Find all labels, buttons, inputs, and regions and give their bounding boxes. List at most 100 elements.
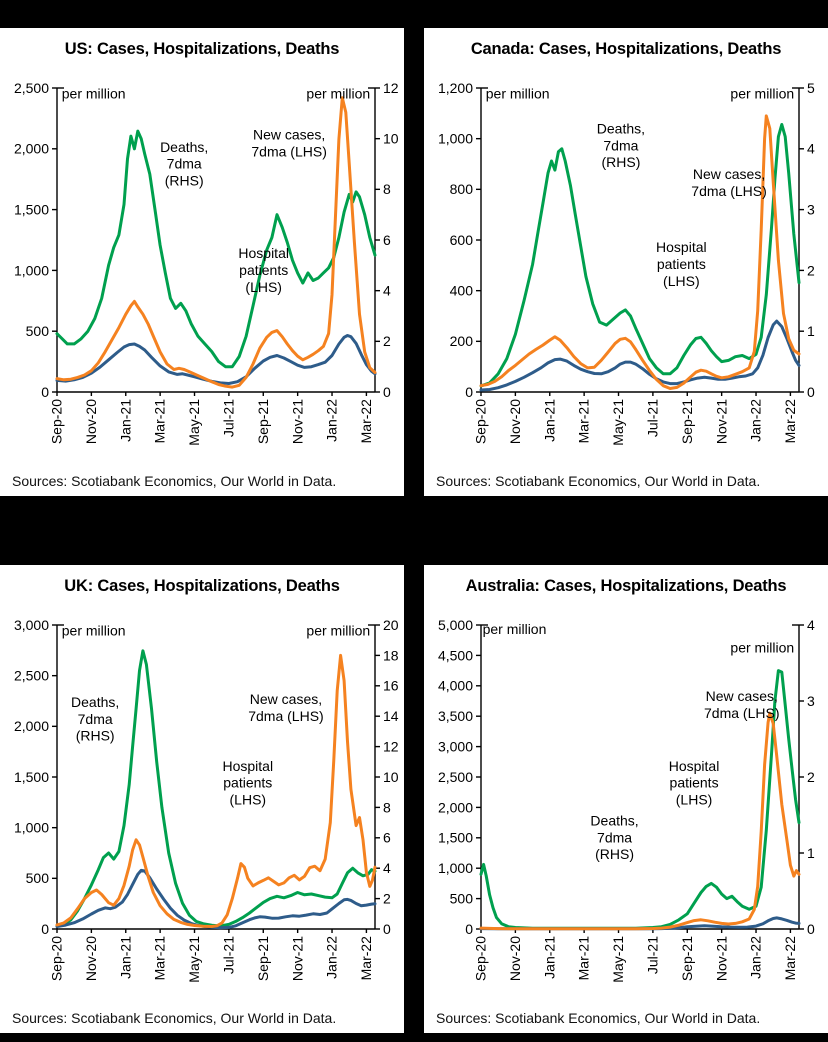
svg-text:0: 0 [383,921,391,937]
svg-text:2: 2 [383,333,391,349]
svg-text:New cases,7dma (LHS): New cases, 7dma (LHS) [704,688,779,721]
svg-text:per million: per million [62,623,126,639]
svg-text:12: 12 [383,80,399,96]
svg-text:0: 0 [807,921,815,937]
svg-text:500: 500 [26,323,50,339]
svg-text:8: 8 [383,181,391,197]
line-chart-us: 0 500 1,000 1,500 2,000 2,500 0 2 4 6 8 10 12 Sep-20 N… [14,80,399,446]
svg-text:Sep-20: Sep-20 [49,399,65,444]
svg-text:600: 600 [450,232,474,248]
svg-text:Mar-22: Mar-22 [358,936,374,981]
svg-text:5,000: 5,000 [438,617,473,633]
svg-text:1: 1 [807,845,815,861]
svg-text:Mar-21: Mar-21 [152,936,168,981]
chart-title-uk: UK: Cases, Hospitalizations, Deaths [64,577,340,595]
svg-text:0: 0 [41,384,49,400]
chart-title-us: US: Cases, Hospitalizations, Deaths [64,40,340,58]
svg-text:400: 400 [450,283,474,299]
svg-text:Sep-21: Sep-21 [679,936,695,981]
sources-note-canada: Sources: Scotiabank Economics, Our World… [436,473,761,489]
svg-text:Nov-21: Nov-21 [713,936,729,981]
svg-text:4: 4 [807,141,815,157]
svg-text:per million: per million [730,639,794,655]
svg-text:0: 0 [465,921,473,937]
svg-text:2,500: 2,500 [438,769,473,785]
svg-text:1,000: 1,000 [14,820,49,836]
svg-text:0: 0 [41,921,49,937]
svg-text:Nov-20: Nov-20 [507,936,523,981]
svg-text:3: 3 [807,202,815,218]
svg-text:1,000: 1,000 [438,131,473,147]
svg-text:16: 16 [383,678,399,694]
svg-text:Jan-21: Jan-21 [117,399,133,442]
svg-text:800: 800 [450,181,474,197]
svg-text:Jan-21: Jan-21 [541,399,557,442]
svg-text:0: 0 [383,384,391,400]
svg-text:4: 4 [383,283,391,299]
svg-text:3,000: 3,000 [14,617,49,633]
svg-text:2,000: 2,000 [14,141,49,157]
svg-text:Mar-22: Mar-22 [358,399,374,444]
svg-text:3,500: 3,500 [438,708,473,724]
svg-text:1,000: 1,000 [14,262,49,278]
svg-text:Deaths,7dma(RHS): Deaths, 7dma (RHS) [160,139,208,189]
svg-text:1,500: 1,500 [14,202,49,218]
chart-panel-us: US: Cases, Hospitalizations, Deaths 0 500… [0,28,404,496]
line-chart-canada: 0 200 400 600 800 1,000 1,200 0 1 2 3 4 5 Sep-20 Nov-2… [438,80,815,446]
svg-text:Jul-21: Jul-21 [645,936,661,974]
svg-text:2,500: 2,500 [14,668,49,684]
svg-text:New cases,7dma (LHS): New cases, 7dma (LHS) [251,127,326,160]
svg-text:4,500: 4,500 [438,647,473,663]
svg-text:18: 18 [383,647,399,663]
chart-panel-uk: UK: Cases, Hospitalizations, Deaths 0 500… [0,565,404,1033]
svg-text:Deaths,7dma(RHS): Deaths, 7dma (RHS) [590,813,638,863]
chart-panel-canada: Canada: Cases, Hospitalizations, Deaths … [424,28,828,496]
svg-text:1,500: 1,500 [14,769,49,785]
svg-text:May-21: May-21 [610,936,626,983]
svg-text:3: 3 [807,693,815,709]
svg-text:0: 0 [807,384,815,400]
svg-text:0: 0 [465,384,473,400]
chart-title-canada: Canada: Cases, Hospitalizations, Deaths [470,40,782,58]
svg-text:New cases,7dma (LHS): New cases, 7dma (LHS) [691,166,766,199]
svg-text:6: 6 [383,232,391,248]
svg-text:Jul-21: Jul-21 [221,936,237,974]
svg-text:1: 1 [807,323,815,339]
svg-text:Nov-21: Nov-21 [289,936,305,981]
line-chart-uk: 0 500 1,000 1,500 2,000 2,500 3,000 0 2 4 6 8 10 12 14… [14,617,399,983]
svg-text:Nov-21: Nov-21 [713,399,729,444]
svg-text:2,000: 2,000 [438,799,473,815]
svg-text:Jan-21: Jan-21 [117,936,133,979]
svg-text:per million: per million [486,86,550,102]
svg-text:Mar-21: Mar-21 [152,399,168,444]
svg-text:Jan-22: Jan-22 [748,936,764,979]
svg-text:Jul-21: Jul-21 [221,399,237,437]
svg-text:Jan-22: Jan-22 [748,399,764,442]
svg-text:500: 500 [450,891,474,907]
svg-text:6: 6 [383,830,391,846]
sources-note-australia: Sources: Scotiabank Economics, Our World… [436,1010,761,1026]
svg-text:Deaths,7dma(RHS): Deaths, 7dma (RHS) [597,121,645,171]
svg-text:Nov-21: Nov-21 [289,399,305,444]
svg-text:May-21: May-21 [186,936,202,983]
svg-text:1,200: 1,200 [438,80,473,96]
svg-text:4: 4 [807,617,815,633]
svg-text:4,000: 4,000 [438,678,473,694]
svg-text:2: 2 [807,769,815,785]
svg-text:Nov-20: Nov-20 [83,399,99,444]
svg-text:per million: per million [306,86,370,102]
svg-text:4: 4 [383,860,391,876]
chart-title-australia: Australia: Cases, Hospitalizations, Deat… [465,577,787,595]
svg-text:Mar-22: Mar-22 [782,936,798,981]
svg-text:2: 2 [807,262,815,278]
svg-text:May-21: May-21 [610,399,626,446]
line-chart-australia: 0 500 1,000 1,500 2,000 2,500 3,000 3,500 4,000 4… [438,617,815,983]
svg-text:14: 14 [383,708,399,724]
svg-text:12: 12 [383,739,399,755]
svg-text:Mar-21: Mar-21 [576,936,592,981]
svg-text:Sep-20: Sep-20 [473,936,489,981]
svg-text:Mar-22: Mar-22 [782,399,798,444]
